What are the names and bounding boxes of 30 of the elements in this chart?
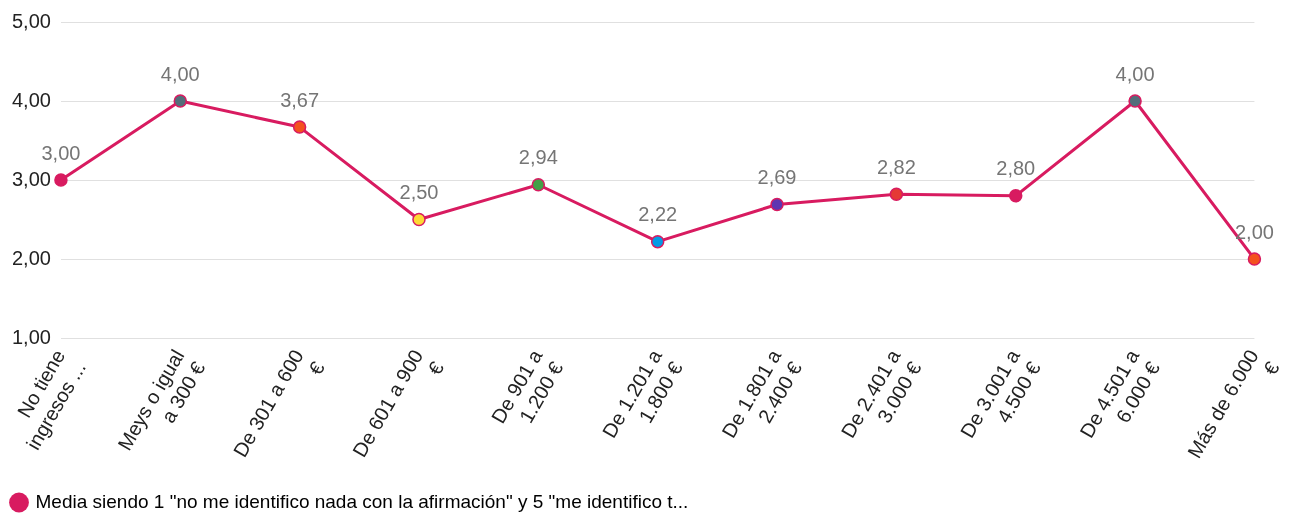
point: [889, 187, 904, 201]
y-tick-label: 3,00: [11, 167, 51, 190]
point: [173, 94, 188, 108]
point: [54, 173, 68, 187]
point: [1008, 189, 1023, 203]
point: [650, 234, 665, 249]
point: [531, 178, 546, 192]
data-label: 3,00: [41, 141, 81, 164]
point: [412, 212, 426, 227]
data-label: 2,50: [399, 181, 439, 204]
data-label: 4,00: [160, 62, 200, 85]
x-tick-label: De 301 a 600 €: [228, 345, 329, 461]
data-label: 4,00: [1115, 62, 1155, 85]
y-tick-label: 2,00: [11, 246, 51, 269]
y-tick-label: 4,00: [11, 88, 51, 111]
legend-label: Media siendo 1 "no me identifico nada con la afirmación" y 5 "me identifico t...: [35, 490, 689, 512]
x-tick-label: De 601 a 900 €: [348, 345, 448, 461]
data-label: 2,69: [757, 166, 797, 189]
data-label: 2,80: [996, 157, 1036, 180]
data-label: 3,67: [280, 88, 320, 111]
y-tick-label: 5,00: [11, 9, 51, 32]
data-label: 2,82: [876, 155, 916, 178]
point: [292, 120, 307, 134]
point: [1128, 94, 1142, 108]
data-label: 2,94: [518, 146, 558, 169]
data-label: 2,22: [638, 203, 678, 226]
point: [1247, 252, 1262, 266]
point: [770, 197, 784, 212]
y-tick-label: 1,00: [11, 325, 51, 348]
data-label: 2,00: [1234, 220, 1274, 243]
